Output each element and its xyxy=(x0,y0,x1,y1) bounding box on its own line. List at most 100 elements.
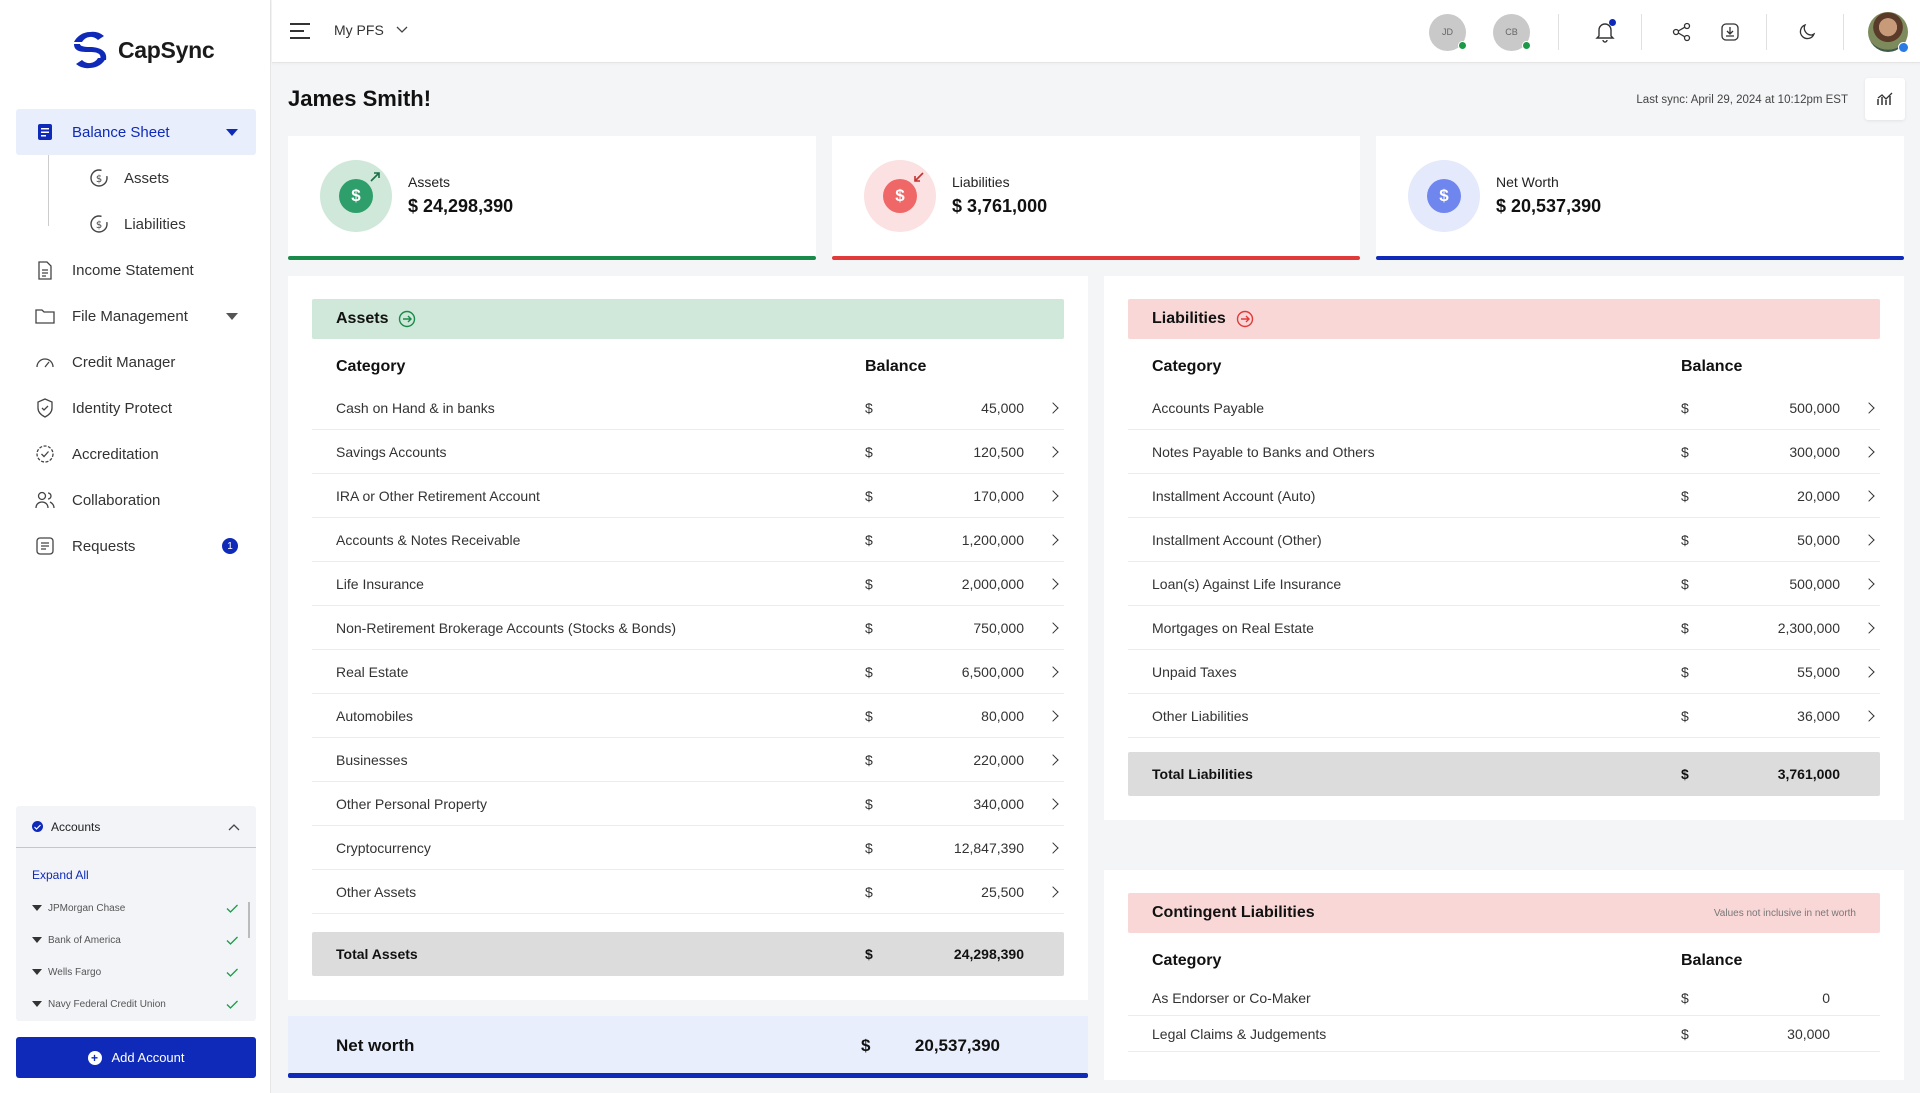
download-icon[interactable] xyxy=(1718,20,1742,44)
chevron-right-icon[interactable] xyxy=(1047,753,1059,766)
table-row[interactable]: Real Estate $6,500,000 xyxy=(312,650,1064,694)
table-row[interactable]: Accounts Payable $500,000 xyxy=(1128,386,1880,430)
accounts-scrollbar[interactable] xyxy=(248,902,250,938)
user-avatar[interactable] xyxy=(1868,12,1909,53)
table-row[interactable]: Installment Account (Other) $50,000 xyxy=(1128,518,1880,562)
account-row[interactable]: Wells Fargo xyxy=(16,956,256,988)
chevron-right-icon[interactable] xyxy=(1863,445,1875,458)
contingent-panel-header: Contingent Liabilities Values not inclus… xyxy=(1128,893,1880,933)
sidebar-item-file-management[interactable]: File Management xyxy=(16,293,256,339)
add-account-button[interactable]: + Add Account xyxy=(16,1037,256,1078)
row-currency: $ xyxy=(1681,619,1689,636)
sidebar-subitem-assets[interactable]: $ Assets xyxy=(16,155,256,201)
table-row[interactable]: Cash on Hand & in banks $45,000 xyxy=(312,386,1064,430)
column-header-balance: Balance xyxy=(865,358,927,375)
table-row[interactable]: Unpaid Taxes $55,000 xyxy=(1128,650,1880,694)
gauge-icon xyxy=(34,351,56,373)
table-row[interactable]: As Endorser or Co-Maker $0 xyxy=(1128,980,1880,1016)
pfs-selector[interactable]: My PFS xyxy=(334,22,408,38)
chevron-right-icon[interactable] xyxy=(1047,841,1059,854)
chevron-right-icon[interactable] xyxy=(1863,577,1875,590)
chevron-right-icon[interactable] xyxy=(1047,621,1059,634)
expand-all-link[interactable]: Expand All xyxy=(32,868,89,882)
sidebar-item-collaboration[interactable]: Collaboration xyxy=(16,477,256,523)
row-category: Accounts Payable xyxy=(1152,399,1265,416)
summary-card-assets[interactable]: $ Assets $ 24,298,390 xyxy=(288,136,816,260)
sidebar-item-balance-sheet[interactable]: Balance Sheet xyxy=(16,109,256,155)
sidebar-item-accreditation[interactable]: Accreditation xyxy=(16,431,256,477)
summary-card-liabilities[interactable]: $ Liabilities $ 3,761,000 xyxy=(832,136,1360,260)
table-row[interactable]: Installment Account (Auto) $20,000 xyxy=(1128,474,1880,518)
avatar[interactable]: JD xyxy=(1429,13,1467,51)
chevron-right-icon[interactable] xyxy=(1863,709,1875,722)
table-row[interactable]: Legal Claims & Judgements $30,000 xyxy=(1128,1016,1880,1052)
table-row[interactable]: Loan(s) Against Life Insurance $500,000 xyxy=(1128,562,1880,606)
account-name: Bank of America xyxy=(48,934,121,946)
chevron-right-icon[interactable] xyxy=(1047,797,1059,810)
logo[interactable]: CapSync xyxy=(68,28,215,72)
table-row[interactable]: Automobiles $80,000 xyxy=(312,694,1064,738)
table-row[interactable]: Other Personal Property $340,000 xyxy=(312,782,1064,826)
chevron-right-icon[interactable] xyxy=(1047,709,1059,722)
sidebar-item-credit-manager[interactable]: Credit Manager xyxy=(16,339,256,385)
arrow-right-circle-icon[interactable] xyxy=(1236,310,1254,328)
sidebar-item-requests[interactable]: Requests 1 xyxy=(16,523,256,569)
account-row[interactable]: Bank of America xyxy=(16,924,256,956)
table-row[interactable]: Savings Accounts $120,500 xyxy=(312,430,1064,474)
sidebar-subitem-liabilities[interactable]: $ Liabilities xyxy=(16,201,256,247)
share-icon[interactable] xyxy=(1670,20,1694,44)
summary-card-networth[interactable]: $ Net Worth $ 20,537,390 xyxy=(1376,136,1904,260)
menu-icon[interactable] xyxy=(290,23,310,44)
sidebar-item-label: Credit Manager xyxy=(72,353,176,371)
account-row[interactable]: Navy Federal Credit Union xyxy=(16,988,256,1020)
table-row[interactable]: Life Insurance $2,000,000 xyxy=(312,562,1064,606)
chevron-right-icon[interactable] xyxy=(1863,533,1875,546)
liabilities-panel-header[interactable]: Liabilities xyxy=(1128,299,1880,339)
chevron-right-icon[interactable] xyxy=(1047,489,1059,502)
chevron-right-icon[interactable] xyxy=(1047,665,1059,678)
sidebar-item-income-statement[interactable]: Income Statement xyxy=(16,247,256,293)
table-row[interactable]: IRA or Other Retirement Account $170,000 xyxy=(312,474,1064,518)
accounts-header[interactable]: Accounts xyxy=(16,806,256,848)
chevron-right-icon[interactable] xyxy=(1047,533,1059,546)
chevron-right-icon[interactable] xyxy=(1047,885,1059,898)
sidebar-item-identity-protect[interactable]: Identity Protect xyxy=(16,385,256,431)
row-currency: $ xyxy=(865,751,873,768)
chevron-up-icon[interactable] xyxy=(228,823,240,831)
row-currency: $ xyxy=(1681,989,1689,1006)
table-row[interactable]: Other Liabilities $36,000 xyxy=(1128,694,1880,738)
row-category: Life Insurance xyxy=(336,575,424,592)
chevron-right-icon[interactable] xyxy=(1863,489,1875,502)
row-currency: $ xyxy=(1681,663,1689,680)
row-amount: 1,200,000 xyxy=(961,531,1024,548)
row-category: Businesses xyxy=(336,751,408,768)
chevron-right-icon[interactable] xyxy=(1047,401,1059,414)
avatar[interactable]: CB xyxy=(1493,13,1531,51)
row-amount: 20,000 xyxy=(1797,487,1840,504)
table-row[interactable]: Businesses $220,000 xyxy=(312,738,1064,782)
table-row[interactable]: Cryptocurrency $12,847,390 xyxy=(312,826,1064,870)
chevron-right-icon[interactable] xyxy=(1863,621,1875,634)
row-amount: 55,000 xyxy=(1797,663,1840,680)
chevron-right-icon[interactable] xyxy=(1047,577,1059,590)
bell-icon[interactable] xyxy=(1593,19,1617,44)
chart-trend-button[interactable] xyxy=(1865,78,1905,120)
table-row[interactable]: Accounts & Notes Receivable $1,200,000 xyxy=(312,518,1064,562)
assets-panel-header[interactable]: Assets xyxy=(312,299,1064,339)
row-category: Installment Account (Auto) xyxy=(1152,487,1316,504)
total-currency: $ xyxy=(865,946,873,962)
table-row[interactable]: Notes Payable to Banks and Others $300,00… xyxy=(1128,430,1880,474)
table-row[interactable]: Mortgages on Real Estate $2,300,000 xyxy=(1128,606,1880,650)
sidebar-item-label: Requests xyxy=(72,537,136,555)
sidebar-item-label: Balance Sheet xyxy=(72,123,170,141)
row-currency: $ xyxy=(1681,531,1689,548)
chevron-right-icon[interactable] xyxy=(1863,401,1875,414)
table-row[interactable]: Other Assets $25,500 xyxy=(312,870,1064,914)
moon-icon[interactable] xyxy=(1795,20,1819,44)
account-row[interactable]: JPMorgan Chase xyxy=(16,892,256,924)
arrow-right-circle-icon[interactable] xyxy=(398,310,416,328)
chevron-right-icon[interactable] xyxy=(1863,665,1875,678)
table-row[interactable]: Non-Retirement Brokerage Accounts (Stock… xyxy=(312,606,1064,650)
chevron-right-icon[interactable] xyxy=(1047,445,1059,458)
sidebar-nav: Balance Sheet $ Assets $ Liabilities Inc… xyxy=(16,109,256,569)
